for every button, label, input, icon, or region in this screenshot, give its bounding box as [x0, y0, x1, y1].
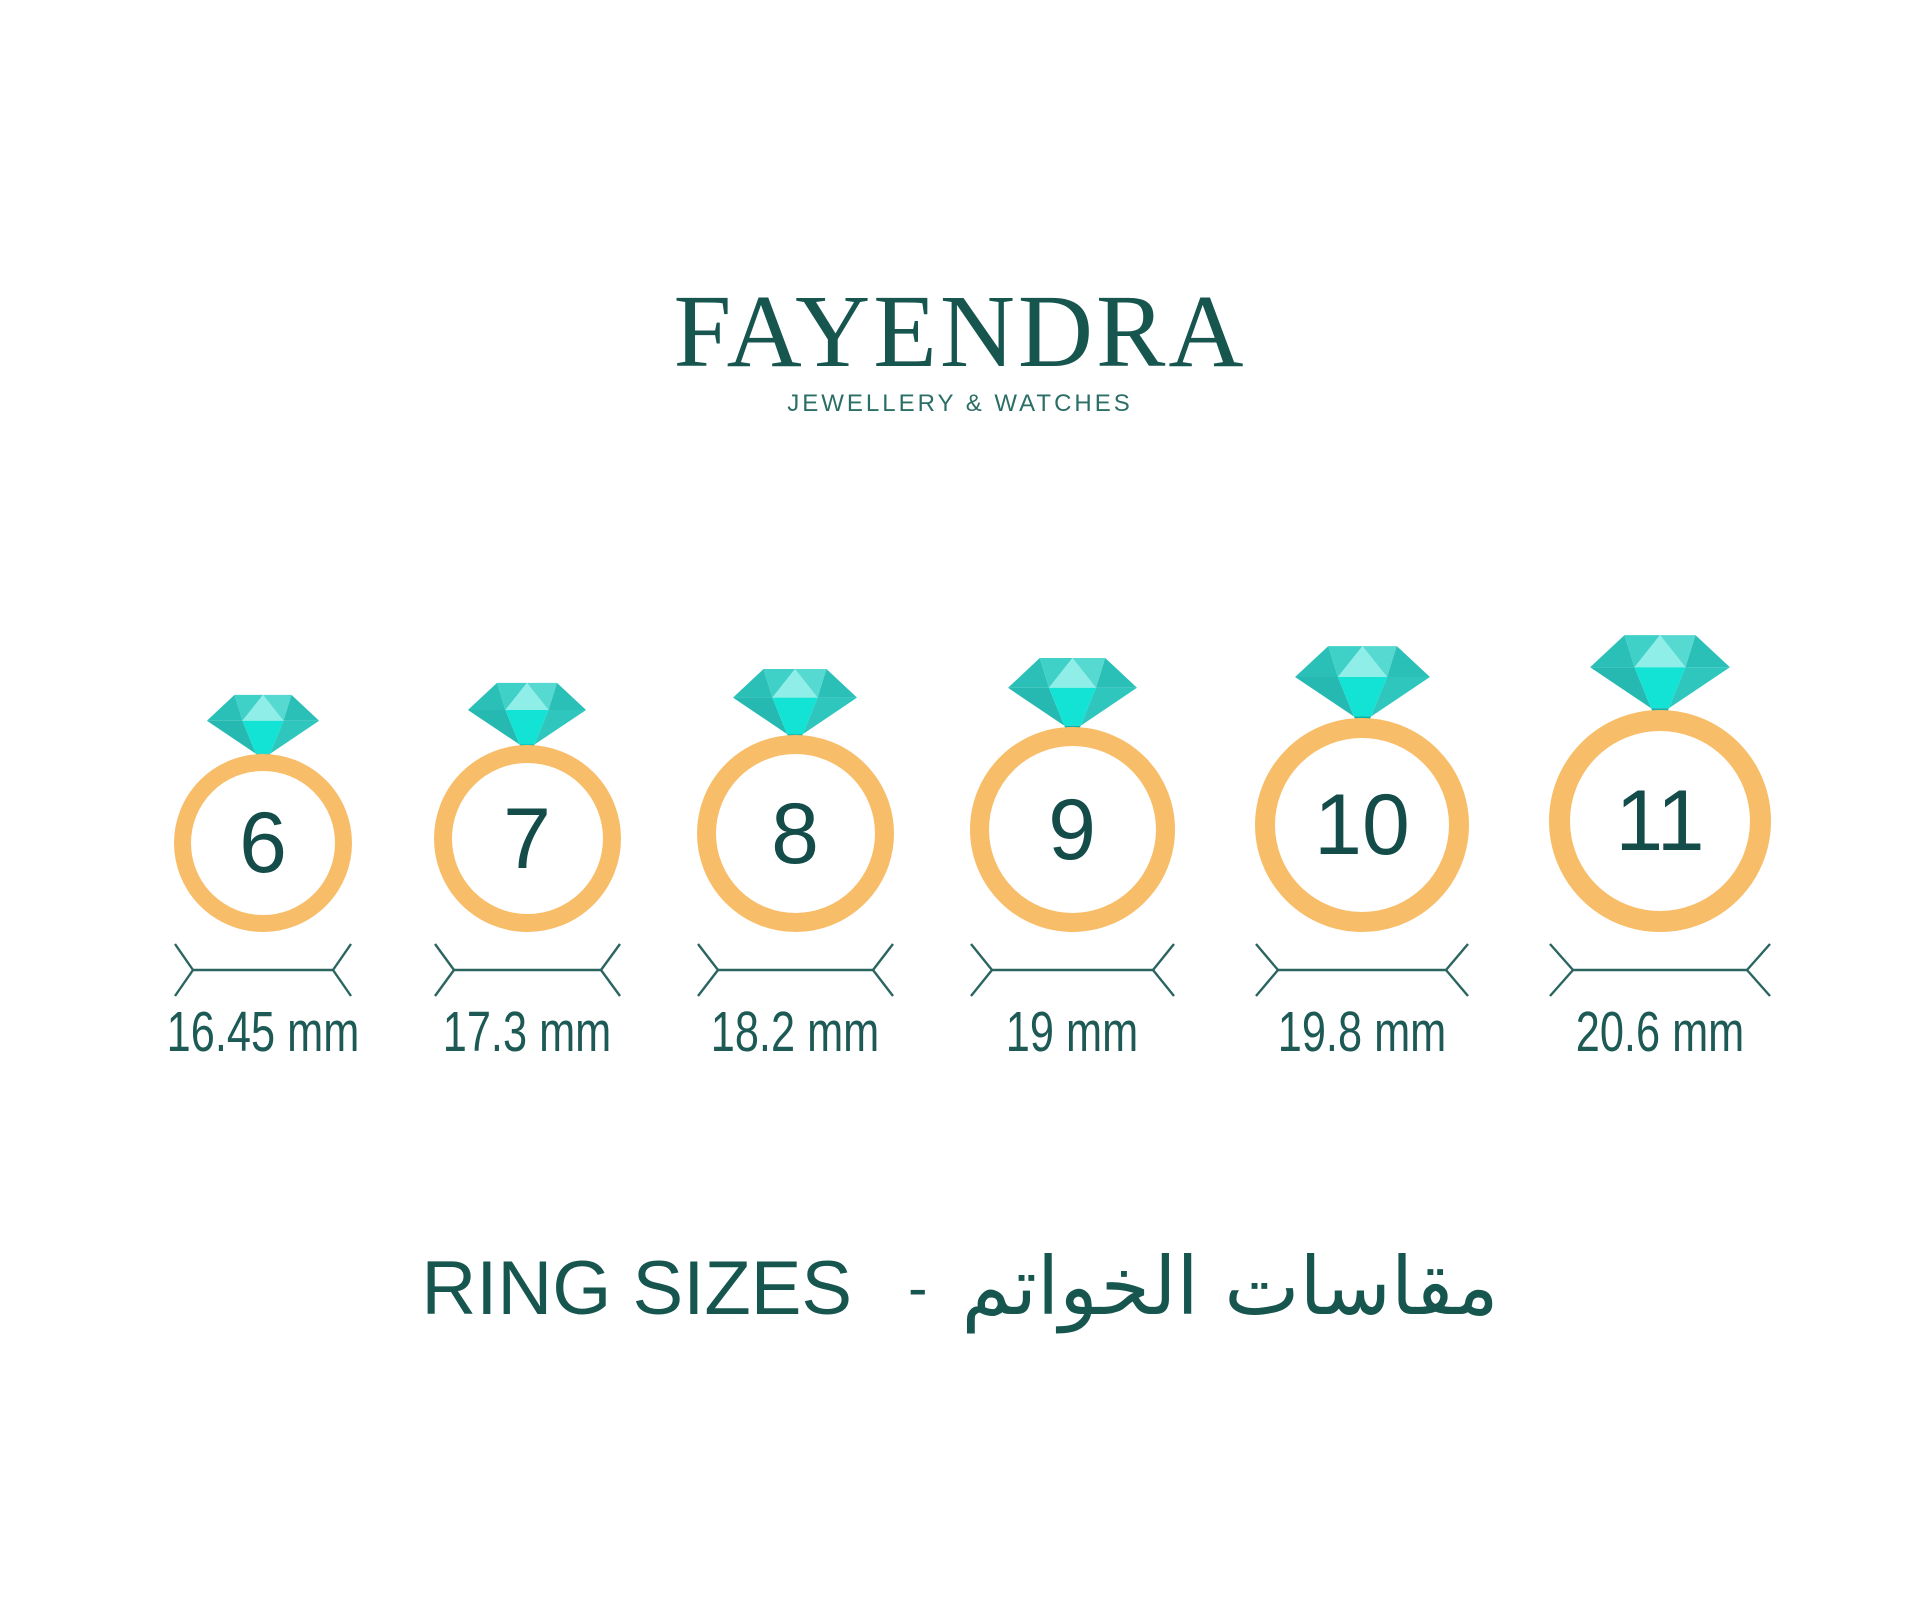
ring-band: 10	[1255, 718, 1469, 932]
ring-diameter-label: 19 mm	[1005, 1000, 1139, 1064]
diamond-icon	[1294, 646, 1430, 724]
ring-size-number: 6	[239, 795, 287, 891]
dimension-arrow	[969, 943, 1175, 997]
brand-tagline: JEWELLERY & WATCHES	[787, 390, 1133, 417]
dimension-arrow	[1255, 943, 1469, 997]
ring-size-number: 11	[1615, 773, 1705, 869]
ring-diameter-label: 18.2 mm	[710, 1000, 880, 1064]
ring-size-number: 10	[1314, 777, 1410, 873]
diamond-icon	[1007, 658, 1137, 733]
page-title: RING SIZES - مقاسات الخواتم	[0, 1247, 1920, 1327]
page-title-latin: RING SIZES	[421, 1246, 853, 1331]
page-title-arabic: مقاسات الخواتم	[961, 1240, 1499, 1333]
dimension-arrow	[696, 943, 894, 997]
ring-size-number: 7	[503, 790, 551, 887]
ring-size-number: 8	[771, 785, 819, 882]
diamond-icon	[467, 682, 587, 751]
page-title-separator: -	[908, 1256, 928, 1321]
ring-band: 11	[1549, 710, 1771, 932]
diamond-icon	[1590, 635, 1730, 716]
ring-diameter-label: 19.8 mm	[1277, 1000, 1447, 1064]
dimension-arrow	[174, 943, 352, 997]
dimension-arrow	[1549, 943, 1771, 997]
ring-band: 9	[969, 727, 1175, 932]
ring-size-number: 9	[1048, 781, 1096, 878]
ring-diameter-label: 16.45 mm	[166, 1000, 360, 1064]
dimension-arrow	[433, 943, 621, 997]
diamond-icon	[732, 668, 858, 741]
diamond-icon	[206, 694, 320, 760]
ring-band: 8	[696, 735, 894, 932]
brand-logo: FAYENDRA	[673, 274, 1247, 389]
ring-diameter-label: 20.6 mm	[1575, 1000, 1745, 1064]
ring-diameter-label: 17.3 mm	[442, 1000, 612, 1064]
ring-band: 7	[433, 745, 621, 932]
ring-band: 6	[174, 754, 352, 932]
